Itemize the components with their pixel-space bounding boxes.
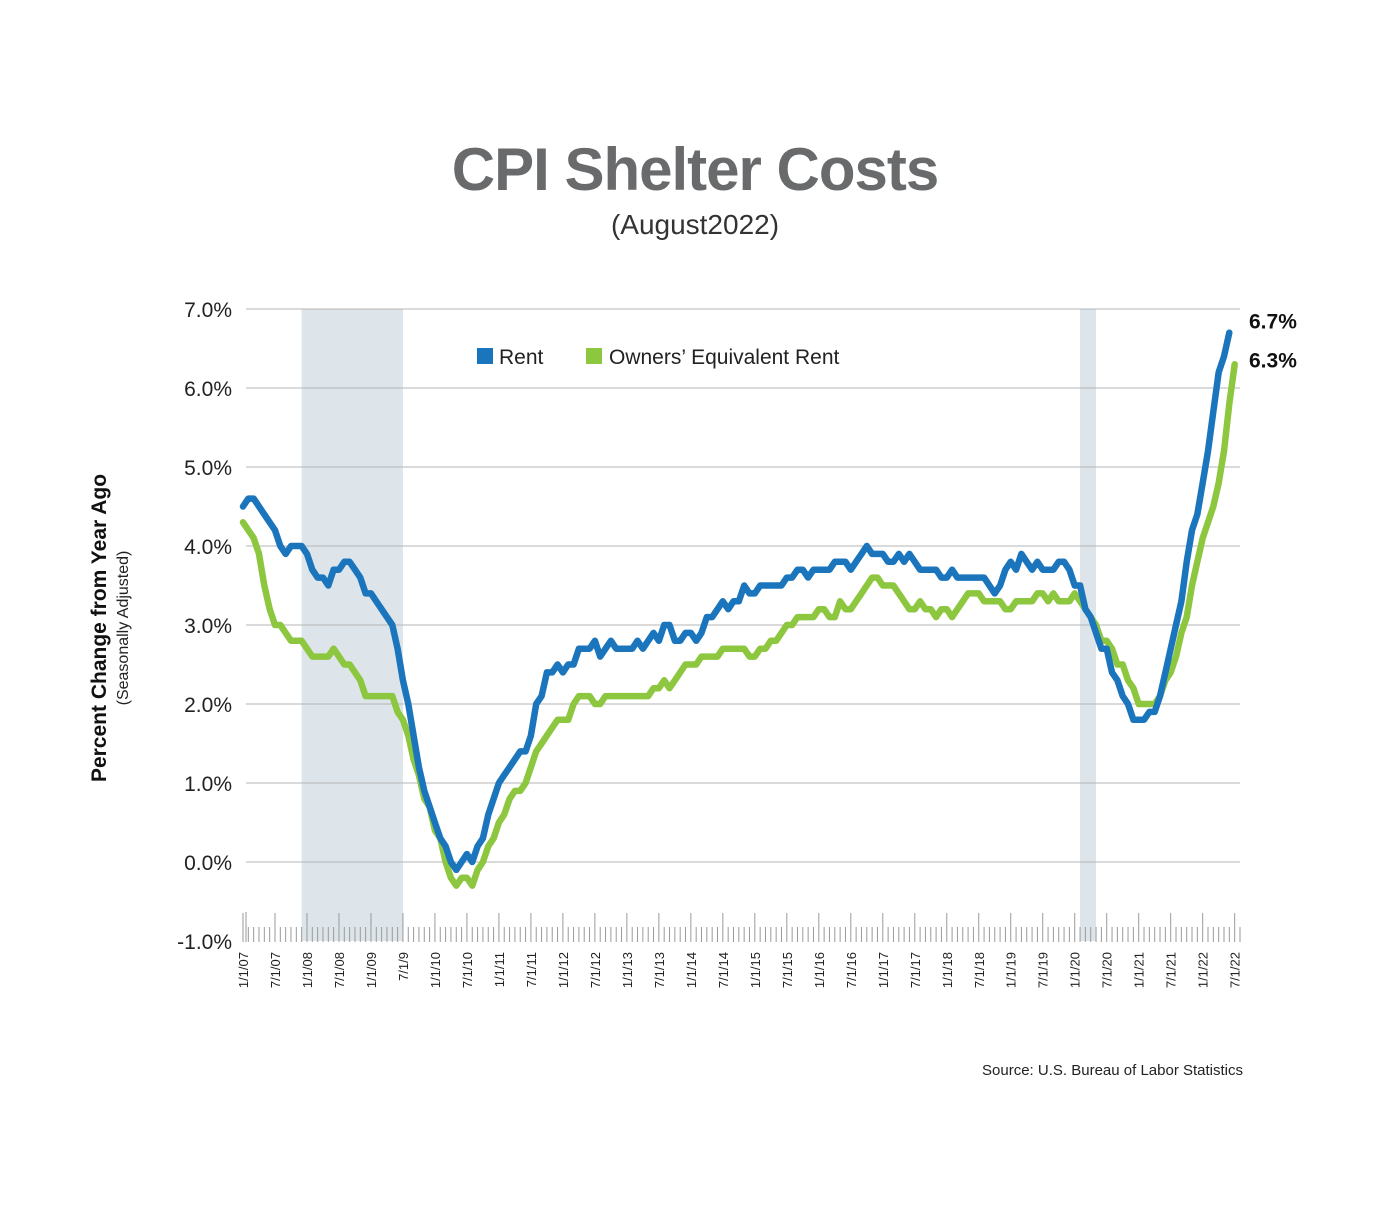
legend-swatch-oer [586, 348, 602, 364]
chart-title: CPI Shelter Costs [452, 136, 938, 203]
end-label-oer: 6.3% [1249, 349, 1297, 372]
x-tick-label: 7/1/17 [908, 952, 923, 988]
y-axis-title-group: Percent Change from Year Ago (Seasonally… [88, 474, 132, 782]
x-tick-label: 1/1/22 [1196, 952, 1211, 988]
x-tick-label: 1/1/09 [364, 952, 379, 988]
x-tick-label: 1/1/15 [748, 952, 763, 988]
x-tick-label: 7/1/11 [524, 952, 539, 987]
y-tick-label: 6.0% [184, 378, 232, 401]
x-tick-label: 7/1/15 [780, 952, 795, 988]
y-tick-label: 1.0% [184, 773, 232, 796]
x-tick-label: 7/1/22 [1228, 952, 1243, 988]
x-axis: 1/1/07 7/1/07 1/1/08 7/1/08 1/1/09 7/1/9 1/1/1… [236, 912, 1243, 988]
x-tick-label: 1/1/11 [492, 952, 507, 987]
y-axis-subtitle: (Seasonally Adjusted) [115, 551, 132, 706]
chart-subtitle: (August2022) [611, 209, 779, 240]
y-tick-label: 5.0% [184, 457, 232, 480]
x-tick-label: 7/1/07 [268, 952, 283, 988]
end-value-labels: 6.7% 6.3% [1249, 311, 1297, 373]
x-tick-label: 7/1/08 [332, 952, 347, 988]
x-tick-label: 7/1/14 [716, 952, 731, 988]
y-tick-label: 3.0% [184, 615, 232, 638]
y-tick-label: 4.0% [184, 536, 232, 559]
x-tick-label: 7/1/16 [844, 952, 859, 988]
legend-label-oer: Owners’ Equivalent Rent [609, 346, 839, 369]
x-tick-label: 1/1/07 [236, 952, 251, 988]
source-note: Source: U.S. Bureau of Labor Statistics [982, 1062, 1243, 1079]
x-tick-label: 1/1/16 [812, 952, 827, 988]
y-tick-label: 7.0% [184, 299, 232, 322]
series-lines [239, 329, 1238, 889]
x-tick-label: 1/1/21 [1132, 952, 1147, 988]
x-tick-label: 7/1/21 [1164, 952, 1179, 988]
legend-swatch-rent [477, 348, 493, 364]
x-tick-label: 1/1/13 [620, 952, 635, 988]
x-tick-label: 7/1/9 [396, 952, 411, 981]
y-axis-title: Percent Change from Year Ago [88, 474, 111, 782]
x-tick-label: 1/1/12 [556, 952, 571, 988]
series-line-rent [239, 329, 1233, 874]
y-tick-label: 0.0% [184, 852, 232, 875]
x-tick-label: 7/1/19 [1036, 952, 1051, 988]
x-tick-label: 1/1/20 [1068, 952, 1083, 988]
x-tick-label: 1/1/10 [428, 952, 443, 988]
x-tick-label: 1/1/14 [684, 952, 699, 988]
x-tick-label: 7/1/12 [588, 952, 603, 988]
x-tick-label: 7/1/13 [652, 952, 667, 988]
y-axis-tick-labels: -1.0% 0.0% 1.0% 2.0% 3.0% 4.0% 5.0% 6.0% 7.0% [177, 299, 232, 954]
x-tick-label: 1/1/19 [1004, 952, 1019, 988]
x-tick-label: 1/1/18 [940, 952, 955, 988]
y-tick-label: -1.0% [177, 931, 232, 954]
legend: Rent Owners’ Equivalent Rent [477, 346, 839, 369]
x-tick-label: 7/1/18 [972, 952, 987, 988]
x-tick-label: 7/1/10 [460, 952, 475, 988]
gridlines [246, 308, 1240, 863]
legend-label-rent: Rent [499, 346, 544, 369]
y-tick-label: 2.0% [184, 694, 232, 717]
x-tick-label: 1/1/17 [876, 952, 891, 988]
end-label-rent: 6.7% [1249, 311, 1297, 334]
x-tick-label: 7/1/20 [1100, 952, 1115, 988]
series-line-oer [239, 361, 1238, 889]
x-tick-label: 1/1/08 [300, 952, 315, 988]
